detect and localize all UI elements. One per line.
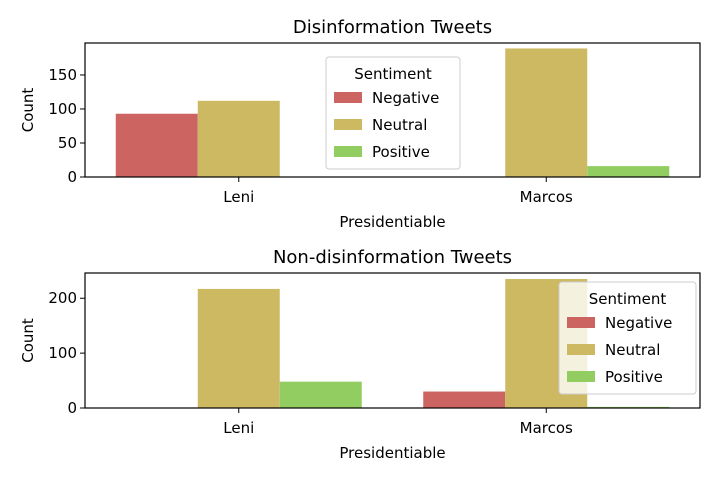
- x-tick-label: Marcos: [520, 419, 573, 437]
- legend-label-positive: Positive: [605, 368, 663, 386]
- y-tick-label: 100: [48, 344, 77, 362]
- legend-frame: [558, 281, 697, 395]
- legend-label-negative: Negative: [605, 314, 672, 332]
- chart-title: Disinformation Tweets: [293, 17, 492, 38]
- y-tick-label: 0: [67, 399, 77, 417]
- legend-label-positive: Positive: [372, 143, 430, 161]
- legend: Sentiment Negative Neutral Positive: [558, 281, 697, 395]
- x-axis-label: Presidentiable: [339, 213, 445, 231]
- legend-frame: [325, 56, 461, 170]
- y-tick-label: 200: [48, 289, 77, 307]
- y-axis-label: Count: [19, 318, 37, 363]
- bar-neutral-leni: [197, 288, 280, 408]
- chart-panel-1: Disinformation Tweets 0 50 100 150 Leni Marcos…: [19, 17, 701, 231]
- legend-swatch-positive: [567, 371, 595, 382]
- plot-frame: [84, 272, 701, 409]
- legend-label-negative: Negative: [372, 89, 439, 107]
- y-tick-label: 150: [48, 66, 77, 84]
- x-axis-label: Presidentiable: [339, 444, 445, 462]
- y-tick-label: 100: [48, 100, 77, 118]
- bar-neutral-leni: [197, 100, 280, 177]
- bar-positive-leni: [279, 381, 362, 408]
- legend-title: Sentiment: [589, 290, 667, 308]
- bar-neutral-marcos: [505, 48, 588, 178]
- bar-negative-leni: [115, 113, 198, 177]
- chart-panel-2: Non-disinformation Tweets 0 100 200 Leni Marc…: [19, 247, 701, 462]
- y-tick-label: 0: [67, 168, 77, 186]
- y-axis-label: Count: [19, 88, 37, 133]
- legend-title: Sentiment: [354, 65, 432, 83]
- legend-swatch-neutral: [334, 119, 362, 130]
- y-tick-label: 50: [58, 134, 77, 152]
- plot-frame: [84, 42, 701, 178]
- x-tick-label: Leni: [223, 188, 254, 206]
- chart-title: Non-disinformation Tweets: [273, 247, 512, 268]
- legend-label-neutral: Neutral: [605, 341, 660, 359]
- legend-swatch-negative: [567, 317, 595, 328]
- bar-positive-marcos: [587, 166, 670, 177]
- bar-negative-marcos: [423, 391, 506, 408]
- legend: Sentiment Negative Neutral Positive: [325, 56, 461, 170]
- x-tick-label: Leni: [223, 419, 254, 437]
- x-tick-label: Marcos: [520, 188, 573, 206]
- legend-swatch-neutral: [567, 344, 595, 355]
- legend-swatch-negative: [334, 92, 362, 103]
- legend-swatch-positive: [334, 146, 362, 157]
- legend-label-neutral: Neutral: [372, 116, 427, 134]
